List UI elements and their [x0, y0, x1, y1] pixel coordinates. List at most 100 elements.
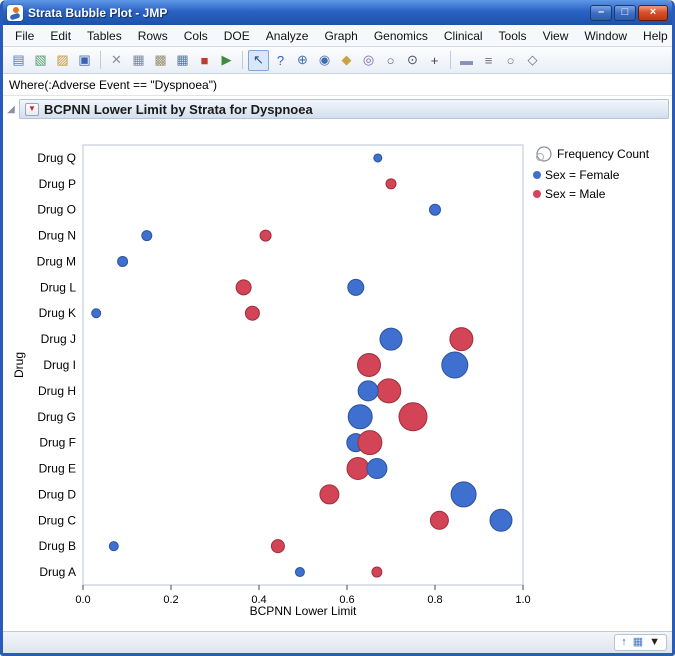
bubble-drug-c-female[interactable] [490, 509, 512, 531]
copy-icon[interactable]: ▦ [128, 50, 149, 71]
menu-tables[interactable]: Tables [79, 25, 130, 46]
y-category-label[interactable]: Drug I [43, 358, 76, 372]
x-tick-label[interactable]: 0.8 [427, 594, 442, 606]
y-category-label[interactable]: Drug M [37, 254, 76, 268]
bubble-drug-h-male[interactable] [377, 379, 401, 403]
data-grid-icon[interactable]: ▦ [172, 50, 193, 71]
bubble-drug-j-female[interactable] [380, 328, 402, 350]
lasso-tool-icon[interactable]: ○ [380, 50, 401, 71]
y-category-label[interactable]: Drug N [38, 229, 76, 243]
annotate-oval-icon[interactable]: ○ [500, 50, 521, 71]
annotate-polygon-icon[interactable]: ◇ [522, 50, 543, 71]
bubble-drug-d-female[interactable] [451, 482, 476, 507]
y-category-label[interactable]: Drug L [40, 280, 76, 294]
y-category-label[interactable]: Drug K [39, 306, 76, 320]
disclosure-triangle-icon[interactable]: ◢ [5, 104, 17, 115]
y-category-label[interactable]: Drug E [39, 462, 76, 476]
y-category-label[interactable]: Drug F [39, 436, 76, 450]
bubble-drug-b-female[interactable] [109, 542, 118, 551]
open-icon[interactable]: ▨ [52, 50, 73, 71]
bubble-drug-e-female[interactable] [367, 459, 387, 479]
menu-analyze[interactable]: Analyze [258, 25, 317, 46]
bubble-drug-i-male[interactable] [358, 354, 381, 377]
y-category-label[interactable]: Drug C [38, 513, 76, 527]
menu-help[interactable]: Help [635, 25, 675, 46]
legend-female-row[interactable]: Sex = Female [533, 168, 649, 182]
x-axis-title[interactable]: BCPNN Lower Limit [250, 604, 357, 618]
new-data-table-icon[interactable]: ▤ [8, 50, 29, 71]
menu-genomics[interactable]: Genomics [366, 25, 436, 46]
menu-cols[interactable]: Cols [176, 25, 216, 46]
crosshair-tool-icon[interactable]: + [424, 50, 445, 71]
menu-view[interactable]: View [535, 25, 577, 46]
y-axis-title[interactable]: Drug [12, 352, 26, 378]
bubble-drug-j-male[interactable] [450, 328, 473, 351]
menu-file[interactable]: File [7, 25, 42, 46]
go-top-icon[interactable]: ↑ [621, 637, 627, 648]
menu-tools[interactable]: Tools [491, 25, 535, 46]
arrow-tool-icon[interactable]: ↖ [248, 50, 269, 71]
bubble-drug-f-male[interactable] [358, 431, 382, 455]
x-tick-label[interactable]: 0.0 [75, 594, 90, 606]
menu-graph[interactable]: Graph [316, 25, 365, 46]
bubble-drug-a-female[interactable] [295, 568, 304, 577]
grabber-tool-icon[interactable]: ◆ [336, 50, 357, 71]
menu-window[interactable]: Window [576, 25, 635, 46]
bubble-drug-i-female[interactable] [442, 352, 468, 378]
bubble-drug-k-female[interactable] [92, 309, 101, 318]
titlebar[interactable]: Strata Bubble Plot - JMP –□× [3, 0, 672, 25]
window-grid-icon[interactable]: ▦ [633, 637, 643, 648]
new-journal-icon[interactable]: ▧ [30, 50, 51, 71]
help-tool-icon[interactable]: ? [270, 50, 291, 71]
bubble-drug-g-male[interactable] [399, 403, 427, 431]
menu-rows[interactable]: Rows [130, 25, 176, 46]
bubble-drug-c-male[interactable] [430, 511, 448, 529]
y-category-label[interactable]: Drug A [39, 565, 76, 579]
bubble-drug-q-female[interactable] [374, 154, 382, 162]
bubble-drug-l-male[interactable] [236, 280, 251, 295]
annotate-text-icon[interactable]: ▬ [456, 50, 477, 71]
dropdown-icon[interactable]: ▼ [649, 637, 660, 648]
minimize-button[interactable]: – [590, 5, 612, 21]
paste-icon[interactable]: ▩ [150, 50, 171, 71]
move-tool-icon[interactable]: ⊕ [292, 50, 313, 71]
y-category-label[interactable]: Drug G [37, 410, 76, 424]
menu-clinical[interactable]: Clinical [436, 25, 491, 46]
cut-icon[interactable]: ✕ [106, 50, 127, 71]
y-category-label[interactable]: Drug Q [37, 151, 76, 165]
y-category-label[interactable]: Drug D [38, 487, 76, 501]
x-tick-label[interactable]: 0.2 [163, 594, 178, 606]
save-icon[interactable]: ▣ [74, 50, 95, 71]
bubble-drug-g-female[interactable] [348, 405, 372, 429]
y-category-label[interactable]: Drug J [41, 332, 76, 346]
bubble-drug-a-male[interactable] [372, 567, 382, 577]
bubble-drug-e-male[interactable] [347, 458, 369, 480]
bubble-drug-d-male[interactable] [320, 485, 339, 504]
bubble-drug-n-male[interactable] [260, 230, 271, 241]
bubble-drug-m-female[interactable] [118, 256, 128, 266]
maximize-button[interactable]: □ [614, 5, 636, 21]
run-script-icon[interactable]: ▶ [216, 50, 237, 71]
pdf-icon[interactable]: ■ [194, 50, 215, 71]
globe-tool-icon[interactable]: ◉ [314, 50, 335, 71]
bubble-drug-o-female[interactable] [430, 204, 441, 215]
close-button[interactable]: × [638, 5, 668, 21]
x-tick-label[interactable]: 1.0 [515, 594, 530, 606]
bubble-drug-k-male[interactable] [245, 306, 259, 320]
bubble-drug-l-female[interactable] [348, 279, 364, 295]
brush-tool-icon[interactable]: ◎ [358, 50, 379, 71]
red-triangle-menu-icon[interactable]: ▼ [25, 103, 39, 116]
menu-doe[interactable]: DOE [216, 25, 258, 46]
y-category-label[interactable]: Drug H [38, 384, 76, 398]
y-category-label[interactable]: Drug O [37, 203, 76, 217]
y-category-label[interactable]: Drug P [39, 177, 76, 191]
y-category-label[interactable]: Drug B [39, 539, 76, 553]
bubble-drug-p-male[interactable] [386, 179, 396, 189]
magnifier-tool-icon[interactable]: ⊙ [402, 50, 423, 71]
bubble-drug-b-male[interactable] [271, 540, 284, 553]
annotate-lines-icon[interactable]: ≡ [478, 50, 499, 71]
bubble-drug-h-female[interactable] [358, 381, 378, 401]
bubble-drug-n-female[interactable] [142, 231, 152, 241]
menu-edit[interactable]: Edit [42, 25, 79, 46]
legend-male-row[interactable]: Sex = Male [533, 187, 649, 201]
